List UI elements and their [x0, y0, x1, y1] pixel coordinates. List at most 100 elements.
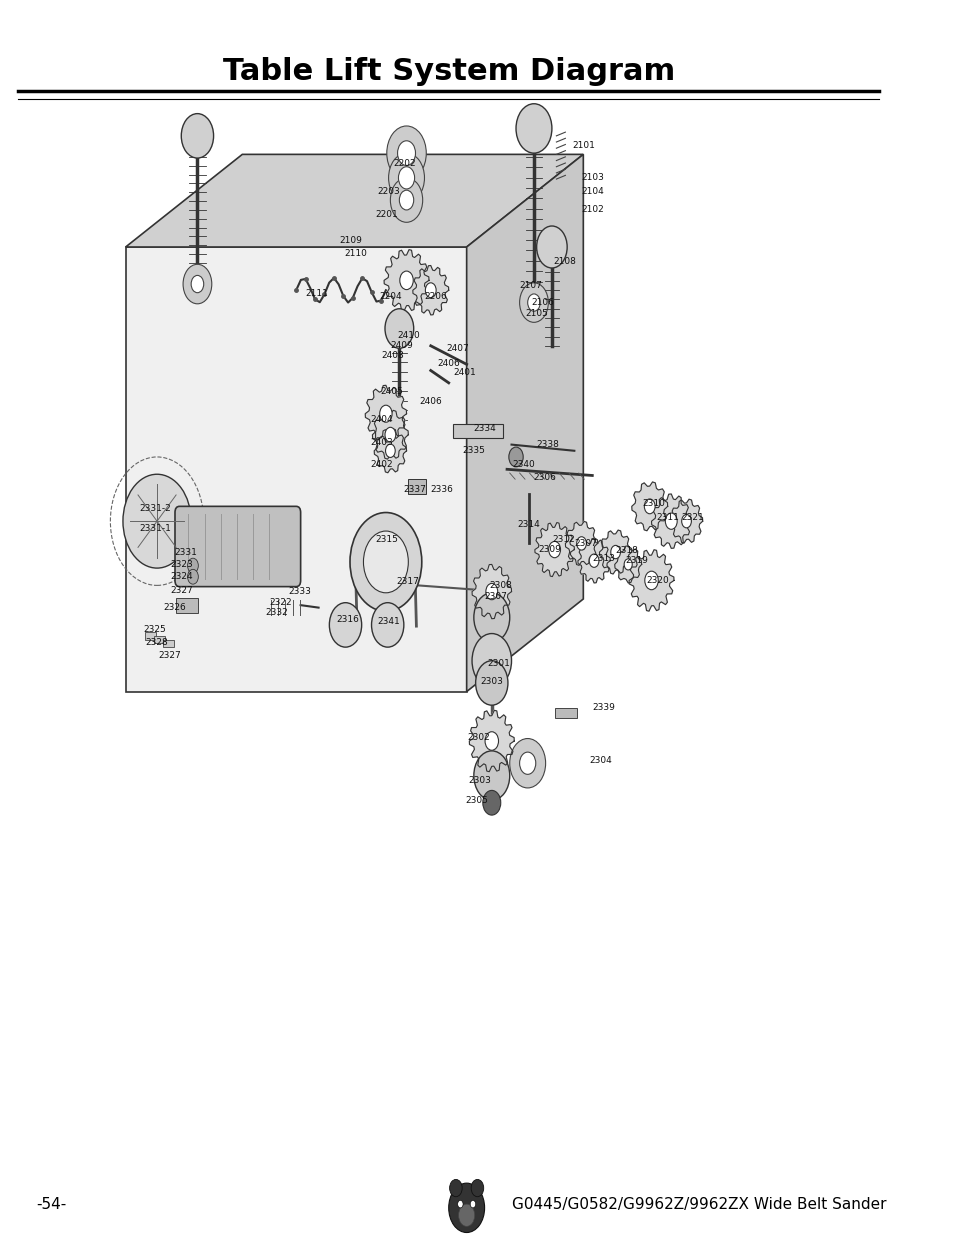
Bar [408, 479, 426, 494]
Text: 2332: 2332 [265, 608, 288, 618]
Circle shape [188, 558, 198, 573]
Circle shape [643, 499, 655, 514]
Text: 2401: 2401 [453, 368, 476, 378]
Circle shape [183, 264, 212, 304]
Circle shape [644, 571, 658, 590]
FancyBboxPatch shape [174, 506, 300, 587]
Text: 2318: 2318 [615, 546, 638, 556]
Circle shape [519, 283, 548, 322]
Text: 2306: 2306 [533, 473, 556, 483]
Circle shape [123, 474, 191, 568]
Text: 2109: 2109 [339, 236, 362, 246]
Circle shape [508, 447, 522, 467]
Circle shape [471, 1179, 483, 1197]
Polygon shape [628, 550, 673, 611]
Circle shape [390, 178, 422, 222]
Polygon shape [670, 499, 702, 543]
Text: 2305: 2305 [465, 795, 488, 805]
Text: 2404: 2404 [371, 415, 393, 425]
Text: 2331-1: 2331-1 [139, 524, 171, 534]
Circle shape [425, 283, 436, 298]
Text: 2410: 2410 [397, 331, 420, 341]
Circle shape [472, 634, 511, 688]
Text: 2307: 2307 [484, 592, 507, 601]
Text: 2106: 2106 [531, 298, 554, 308]
Text: 2101: 2101 [572, 141, 595, 151]
Text: 2313: 2313 [592, 553, 615, 563]
Bar [175, 598, 198, 613]
Text: 2327: 2327 [171, 585, 193, 595]
Circle shape [386, 126, 426, 180]
Polygon shape [631, 482, 667, 531]
Circle shape [457, 1200, 462, 1208]
Polygon shape [466, 154, 582, 692]
Text: 2409: 2409 [390, 341, 413, 351]
Text: 2407: 2407 [446, 343, 468, 353]
Text: 2302: 2302 [467, 732, 490, 742]
Circle shape [448, 1183, 484, 1233]
Circle shape [548, 541, 560, 558]
Text: 2406: 2406 [418, 396, 441, 406]
Text: 2331: 2331 [173, 547, 196, 557]
Polygon shape [565, 521, 598, 566]
Text: 2320: 2320 [645, 576, 668, 585]
Circle shape [385, 427, 395, 442]
Text: 2201: 2201 [375, 210, 397, 220]
Polygon shape [535, 522, 574, 577]
Text: Table Lift System Diagram: Table Lift System Diagram [222, 57, 674, 86]
Text: 2333: 2333 [288, 587, 311, 597]
Circle shape [188, 569, 198, 584]
Polygon shape [472, 564, 511, 619]
Circle shape [191, 275, 204, 293]
Polygon shape [384, 249, 429, 311]
Circle shape [399, 272, 413, 290]
Circle shape [474, 751, 509, 800]
Text: 2310: 2310 [642, 499, 665, 509]
Text: 2203: 2203 [376, 186, 399, 196]
Text: 2110: 2110 [344, 248, 367, 258]
Circle shape [329, 603, 361, 647]
Text: 2304: 2304 [589, 756, 612, 766]
Text: 2315: 2315 [375, 535, 397, 545]
Text: 2303: 2303 [479, 677, 502, 687]
Text: 2321: 2321 [680, 513, 703, 522]
Polygon shape [374, 429, 406, 473]
Circle shape [363, 531, 408, 593]
Text: 2339: 2339 [592, 703, 615, 713]
Text: 2103: 2103 [581, 173, 604, 183]
Text: 2314: 2314 [517, 520, 539, 530]
Circle shape [385, 309, 414, 348]
Circle shape [537, 226, 567, 268]
Circle shape [350, 513, 421, 611]
Polygon shape [365, 385, 406, 442]
Text: 2402: 2402 [371, 459, 393, 469]
Text: 2326: 2326 [163, 603, 186, 613]
Polygon shape [614, 546, 641, 583]
Text: 2331-2: 2331-2 [139, 504, 171, 514]
Text: 2335: 2335 [461, 446, 484, 456]
Text: 2403: 2403 [371, 437, 393, 447]
Polygon shape [651, 494, 690, 548]
Text: 2323: 2323 [171, 559, 193, 569]
Circle shape [476, 661, 507, 705]
Circle shape [398, 167, 415, 189]
Circle shape [474, 593, 509, 642]
Text: 2311: 2311 [656, 513, 679, 522]
Circle shape [399, 190, 414, 210]
Bar [554, 708, 577, 718]
Text: 2405: 2405 [380, 387, 403, 396]
Circle shape [470, 1200, 476, 1208]
Polygon shape [126, 247, 466, 692]
Circle shape [484, 731, 498, 750]
Polygon shape [413, 266, 448, 315]
Circle shape [527, 294, 539, 311]
Circle shape [589, 555, 598, 567]
Polygon shape [578, 538, 610, 583]
Circle shape [482, 790, 500, 815]
Circle shape [458, 1204, 475, 1226]
Polygon shape [126, 154, 582, 247]
Text: 2303: 2303 [468, 776, 491, 785]
Bar [145, 632, 156, 640]
Text: 2312: 2312 [552, 535, 574, 545]
Text: 2327: 2327 [159, 651, 181, 661]
